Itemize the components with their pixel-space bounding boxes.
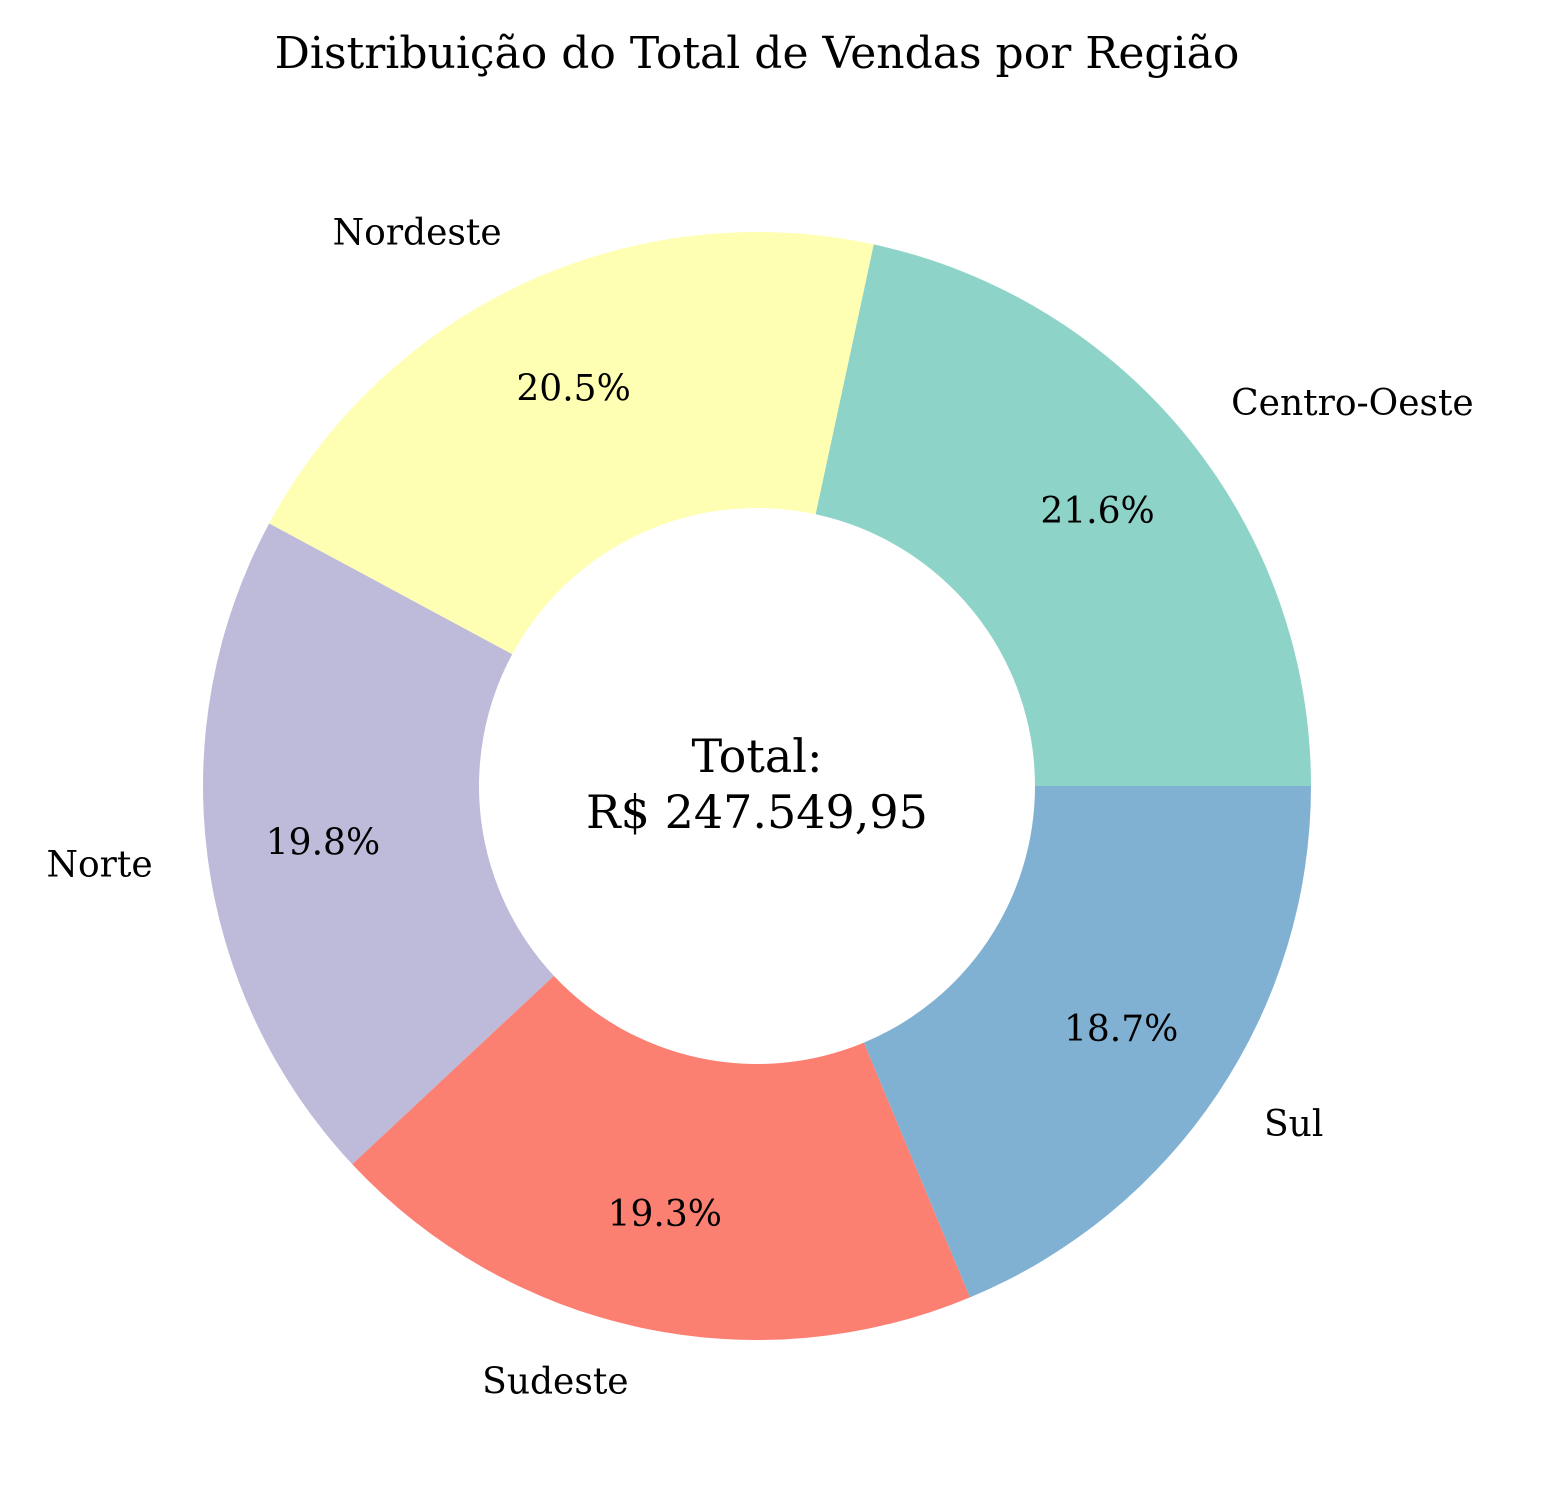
category-label-centro-oeste: Centro-Oeste <box>1231 383 1474 424</box>
percent-label-sudeste: 19.3% <box>608 1194 722 1235</box>
slice-centro-oeste <box>815 244 1311 787</box>
center-label-line-1: Total: <box>692 729 823 783</box>
category-label-nordeste: Nordeste <box>333 213 502 254</box>
slice-nordeste <box>269 232 874 655</box>
slice-labels: Centro-Oeste 21.6% Nordeste 20.5% Norte 19.8%… <box>47 213 1474 1403</box>
chart-title: Distribuição do Total de Vendas por Regi… <box>275 28 1240 79</box>
percent-label-sul: 18.7% <box>1064 1009 1178 1050</box>
category-label-sul: Sul <box>1264 1104 1323 1145</box>
slice-norte <box>202 523 554 1165</box>
center-total: Total: R$ 247.549,95 <box>586 729 928 839</box>
donut-slices <box>202 232 1311 1340</box>
percent-label-norte: 19.8% <box>266 822 380 863</box>
percent-label-centro-oeste: 21.6% <box>1040 491 1154 532</box>
slice-sul <box>863 786 1311 1298</box>
slice-sudeste <box>352 975 971 1340</box>
category-label-sudeste: Sudeste <box>482 1362 628 1403</box>
center-label-line-2: R$ 247.549,95 <box>586 785 928 839</box>
category-label-norte: Norte <box>47 844 153 885</box>
percent-label-nordeste: 20.5% <box>516 369 630 410</box>
